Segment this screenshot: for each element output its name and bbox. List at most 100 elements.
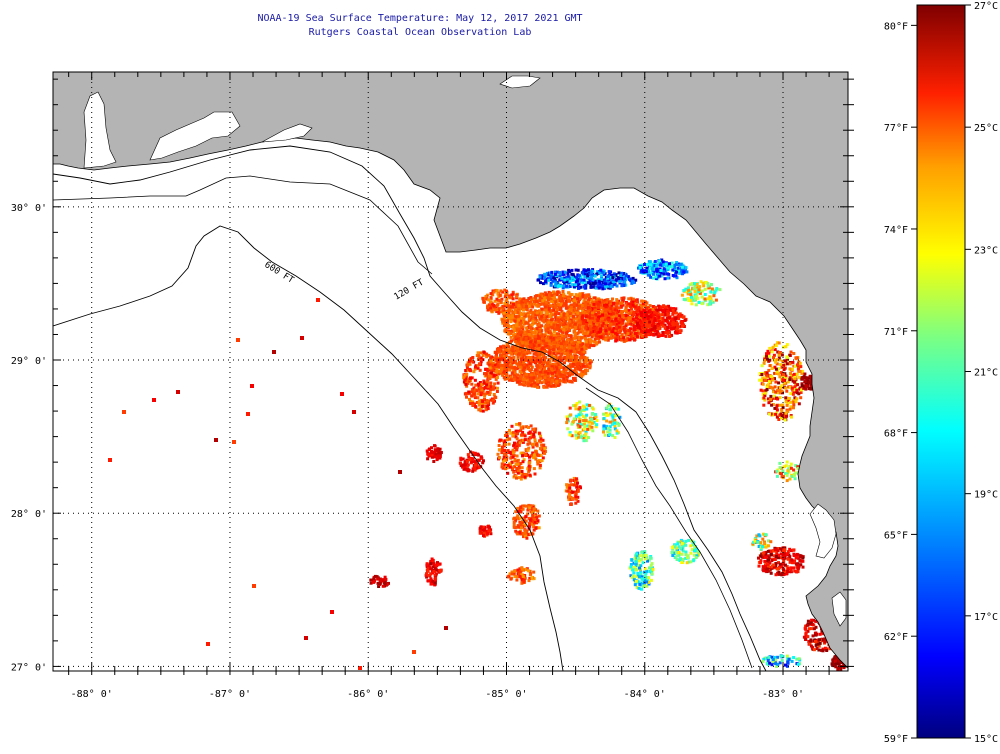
sst-pixel (550, 365, 554, 369)
sst-pixel (577, 435, 580, 439)
sst-pixel (487, 377, 491, 381)
sst-pixel (633, 304, 637, 308)
sst-pixel (519, 438, 523, 442)
sst-pixel (675, 322, 679, 326)
sst-pixel (589, 271, 593, 275)
sst-pixel (667, 304, 670, 308)
sst-pixel (515, 437, 519, 441)
sst-pixel (584, 303, 588, 306)
sst-pixel (581, 295, 585, 299)
sst-pixel (522, 368, 526, 372)
sst-pixel (602, 303, 606, 307)
sst-pixel (573, 298, 576, 302)
sst-pixel (517, 304, 521, 308)
sst-pixel (573, 357, 577, 361)
sst-pixel (499, 345, 502, 349)
sst-pixel (626, 332, 630, 336)
sst-pixel (516, 357, 520, 361)
sst-pixel (629, 315, 633, 319)
sst-pixel (547, 346, 551, 350)
sst-pixel (504, 364, 508, 368)
sst-pixel (483, 394, 487, 398)
sst-pixel (658, 263, 662, 267)
sst-pixel (527, 470, 531, 474)
sst-pixel (567, 298, 571, 302)
sst-pixel (582, 278, 586, 282)
sst-pixel (526, 467, 530, 471)
sst-pixel (482, 379, 486, 383)
sst-pixel (547, 323, 551, 326)
sst-pixel (647, 322, 651, 326)
sst-pixel (511, 314, 514, 317)
sst-pixel (533, 384, 537, 388)
sst-pixel (671, 274, 675, 277)
sst-pixel (652, 322, 656, 326)
sst-pixel (568, 406, 572, 410)
sst-pixel (564, 319, 568, 323)
sst-pixel (675, 270, 678, 274)
sst-pixel (551, 300, 555, 304)
sst-pixel (664, 264, 668, 268)
sst-pixel (515, 448, 519, 452)
sst-pixel (708, 299, 712, 303)
sst-pixel (556, 270, 559, 274)
sst-pixel (604, 305, 608, 309)
sst-pixel (567, 350, 570, 354)
sst-pixel (700, 302, 704, 306)
sst-pixel (570, 268, 574, 272)
sst-pixel (545, 311, 549, 315)
sst-pixel (587, 268, 590, 272)
sst-pixel (552, 344, 556, 348)
sst-pixel (489, 359, 493, 363)
sst-pixel (539, 302, 543, 306)
sst-pixel (521, 341, 525, 345)
sst-pixel (506, 377, 510, 380)
sst-pixel (515, 476, 518, 480)
sst-pixel (507, 355, 511, 359)
sst-pixel (572, 349, 576, 353)
sst-pixel (549, 304, 553, 308)
sst-pixel (562, 328, 566, 332)
sst-pixel (479, 360, 483, 364)
sst-pixel (527, 373, 531, 376)
sst-pixel (615, 333, 619, 336)
sst-pixel (596, 302, 600, 306)
sst-pixel (616, 301, 620, 305)
sst-pixel (652, 272, 655, 276)
sst-pixel (582, 346, 586, 350)
sst-pixel (547, 343, 551, 347)
sst-pixel (710, 287, 714, 291)
sst-pixel (487, 384, 491, 388)
sst-pixel (557, 339, 561, 343)
sst-pixel (526, 321, 530, 325)
sst-pixel (513, 446, 517, 450)
sst-pixel (502, 455, 506, 459)
sst-pixel (668, 331, 671, 335)
sst-pixel (588, 427, 592, 431)
sst-pixel (552, 383, 556, 387)
sst-pixel (570, 283, 574, 287)
sst-pixel (557, 379, 561, 383)
sst-pixel (619, 329, 623, 333)
sst-pixel (514, 462, 518, 466)
sst-pixel (591, 316, 594, 320)
sst-pixel (592, 420, 596, 424)
sst-pixel (578, 311, 582, 315)
sst-pixel (537, 304, 541, 308)
sst-pixel (556, 284, 560, 288)
sst-pixel (586, 369, 589, 373)
sst-pixel (491, 306, 494, 310)
sst-pixel (605, 300, 609, 304)
sst-pixel (611, 306, 615, 310)
sst-pixel (508, 351, 512, 355)
sst-pixel (513, 347, 517, 351)
sst-pixel (515, 316, 519, 320)
sst-pixel (542, 282, 545, 286)
sst-pixel (584, 360, 588, 363)
sst-pixel (505, 293, 508, 297)
sst-pixel (520, 466, 524, 470)
sst-pixel (492, 398, 496, 402)
sst-pixel (558, 355, 562, 359)
sst-pixel (489, 364, 493, 368)
sst-pixel (503, 372, 507, 376)
